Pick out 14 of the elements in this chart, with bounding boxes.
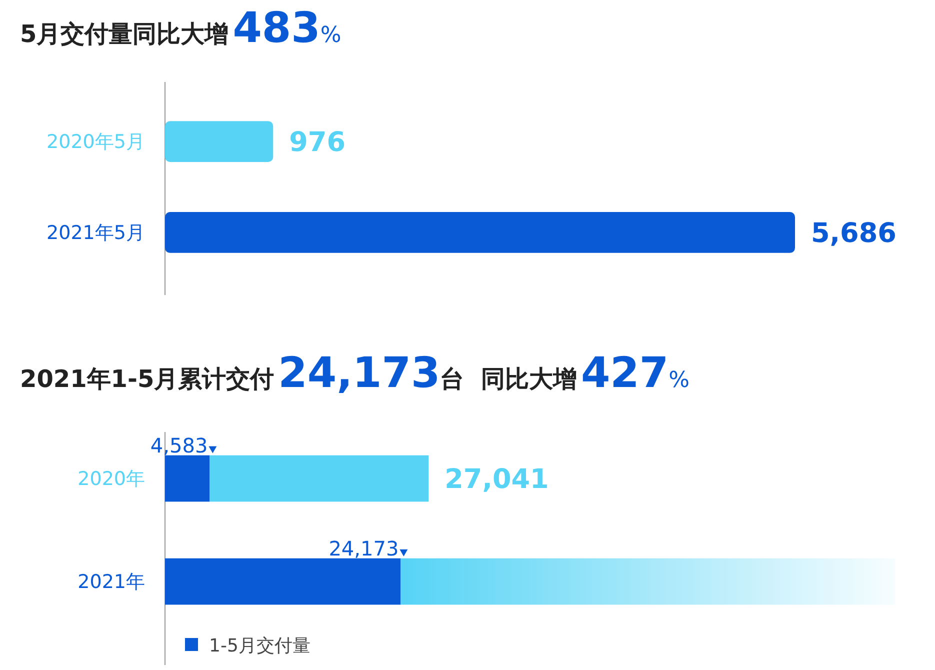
data-label: 24,173	[328, 536, 399, 560]
y-tick-label: 2020年	[78, 468, 145, 490]
bar	[210, 455, 429, 502]
bar	[400, 558, 895, 605]
total-label: 27,041	[444, 464, 549, 495]
y-tick-label: 2021年	[78, 571, 145, 594]
y-tick-label: 2021年5月	[46, 222, 145, 244]
legend-label: 1-5月交付量	[209, 635, 310, 656]
data-label: 4,583	[150, 433, 208, 458]
y-tick-label: 2020年5月	[46, 131, 145, 154]
bar	[165, 558, 401, 605]
data-label: 5,686	[811, 218, 896, 249]
bar	[165, 455, 210, 502]
data-label: 976	[289, 126, 346, 158]
